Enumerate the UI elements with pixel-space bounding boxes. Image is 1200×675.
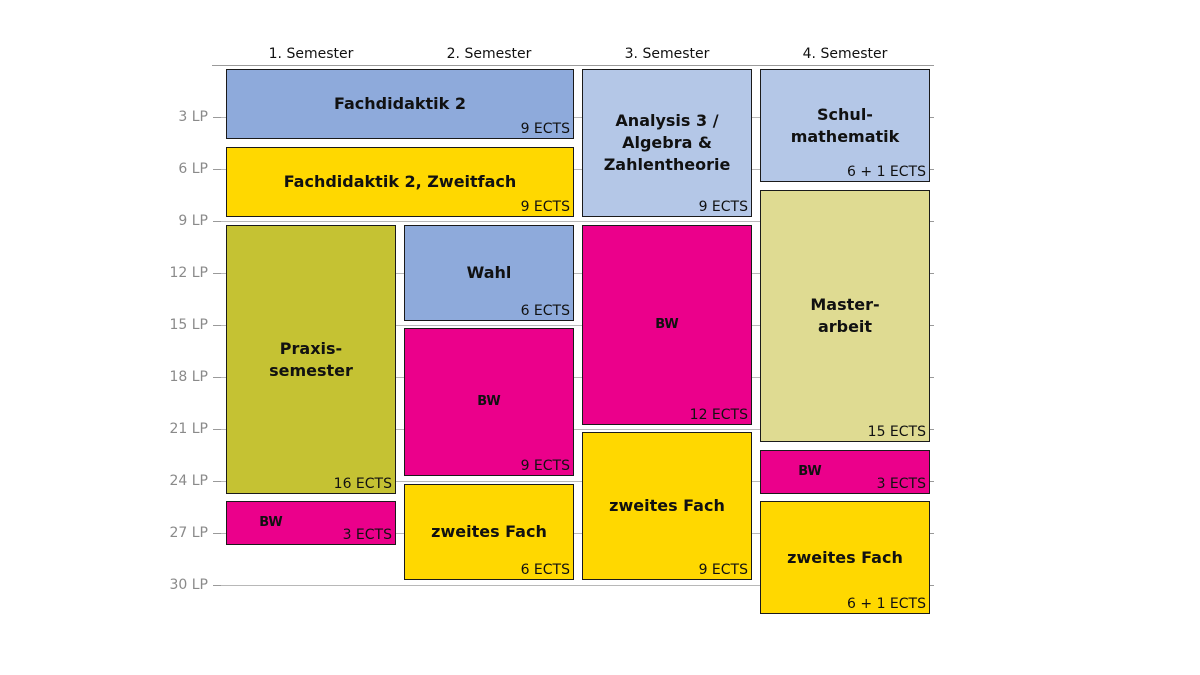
module-title: BW <box>259 515 283 530</box>
module-title: BW <box>798 464 822 479</box>
module-ects: 6 + 1 ECTS <box>847 164 926 180</box>
y-axis-label: 15 LP <box>169 317 208 333</box>
module-ects: 6 + 1 ECTS <box>847 596 926 612</box>
module-title: Fachdidaktik 2 <box>334 94 466 113</box>
module-ects: 3 ECTS <box>876 476 926 492</box>
gridline <box>221 585 934 586</box>
tick-right <box>927 273 934 274</box>
tick-right <box>927 377 934 378</box>
semester-header-2: 2. Semester <box>446 46 532 62</box>
tick-left <box>213 481 221 482</box>
module-bw-s2: BW 9 ECTS <box>404 328 574 476</box>
module-ects: 9 ECTS <box>698 562 748 578</box>
module-masterarbeit: Master- arbeit 15 ECTS <box>760 190 930 442</box>
gridline <box>221 221 934 222</box>
module-title: Praxis- semester <box>269 338 353 380</box>
module-ects: 9 ECTS <box>520 121 570 137</box>
module-title: Fachdidaktik 2, Zweitfach <box>283 172 517 191</box>
tick-left <box>213 117 221 118</box>
module-title: Analysis 3 / Algebra & Zahlentheorie <box>603 111 731 174</box>
module-praxissemester: Praxis- semester 16 ECTS <box>226 225 396 494</box>
module-ects: 6 ECTS <box>520 303 570 319</box>
module-title: zweites Fach <box>787 547 903 567</box>
module-title: BW <box>655 317 679 332</box>
module-ects: 9 ECTS <box>520 199 570 215</box>
tick-right <box>927 169 934 170</box>
tick-right <box>927 481 934 482</box>
module-zweites-fach-s2: zweites Fach 6 ECTS <box>404 484 574 580</box>
tick-left <box>213 273 221 274</box>
y-axis-label: 21 LP <box>169 421 208 437</box>
tick-right <box>927 533 934 534</box>
tick-left <box>213 221 221 222</box>
gridline <box>221 117 934 118</box>
gridline <box>221 533 934 534</box>
module-bw-s4: BW 3 ECTS <box>760 450 930 494</box>
y-axis-label: 3 LP <box>178 109 208 125</box>
tick-left <box>213 169 221 170</box>
module-title: Master- arbeit <box>810 295 880 336</box>
gridline <box>221 325 934 326</box>
y-axis-label: 27 LP <box>169 525 208 541</box>
tick-left <box>213 325 221 326</box>
module-title: zweites Fach <box>609 496 725 515</box>
y-axis-label: 30 LP <box>169 577 208 593</box>
module-title: BW <box>477 394 501 409</box>
gridline <box>221 169 934 170</box>
y-axis-label: 24 LP <box>169 473 208 489</box>
tick-right <box>927 117 934 118</box>
module-title: Wahl <box>466 263 512 282</box>
module-title: zweites Fach <box>431 522 547 541</box>
module-zweites-fach-s4: zweites Fach 6 + 1 ECTS <box>760 501 930 614</box>
tick-right <box>927 221 934 222</box>
module-ects: 9 ECTS <box>520 458 570 474</box>
tick-right <box>927 585 934 586</box>
gridline <box>221 377 934 378</box>
module-bw-s3: BW 12 ECTS <box>582 225 752 425</box>
semester-header-4: 4. Semester <box>802 46 888 62</box>
tick-left <box>213 585 221 586</box>
gridline <box>221 481 934 482</box>
y-axis-label: 6 LP <box>178 161 208 177</box>
module-ects: 16 ECTS <box>333 476 392 492</box>
module-ects: 15 ECTS <box>867 424 926 440</box>
gridline <box>221 429 934 430</box>
tick-right <box>927 429 934 430</box>
tick-right <box>927 325 934 326</box>
module-title: Schul- mathematik <box>790 104 900 146</box>
y-axis-label: 12 LP <box>169 265 208 281</box>
y-axis-label: 9 LP <box>178 213 208 229</box>
module-wahl: Wahl 6 ECTS <box>404 225 574 321</box>
module-bw-s1: BW 3 ECTS <box>226 501 396 545</box>
module-fachdidaktik-2: Fachdidaktik 2 9 ECTS <box>226 69 574 139</box>
tick-left <box>213 429 221 430</box>
semester-header-1: 1. Semester <box>268 46 354 62</box>
module-schulmathematik: Schul- mathematik 6 + 1 ECTS <box>760 69 930 182</box>
module-fachdidaktik-2-zweitfach: Fachdidaktik 2, Zweitfach 9 ECTS <box>226 147 574 217</box>
semester-header-3: 3. Semester <box>624 46 710 62</box>
y-axis-label: 18 LP <box>169 369 208 385</box>
module-zweites-fach-s3: zweites Fach 9 ECTS <box>582 432 752 580</box>
header-rule <box>212 65 934 66</box>
tick-left <box>213 533 221 534</box>
module-ects: 3 ECTS <box>342 527 392 543</box>
gridline <box>221 273 934 274</box>
module-ects: 6 ECTS <box>520 562 570 578</box>
module-analysis-3: Analysis 3 / Algebra & Zahlentheorie 9 EC… <box>582 69 752 217</box>
module-ects: 12 ECTS <box>689 407 748 423</box>
module-ects: 9 ECTS <box>698 199 748 215</box>
tick-left <box>213 377 221 378</box>
